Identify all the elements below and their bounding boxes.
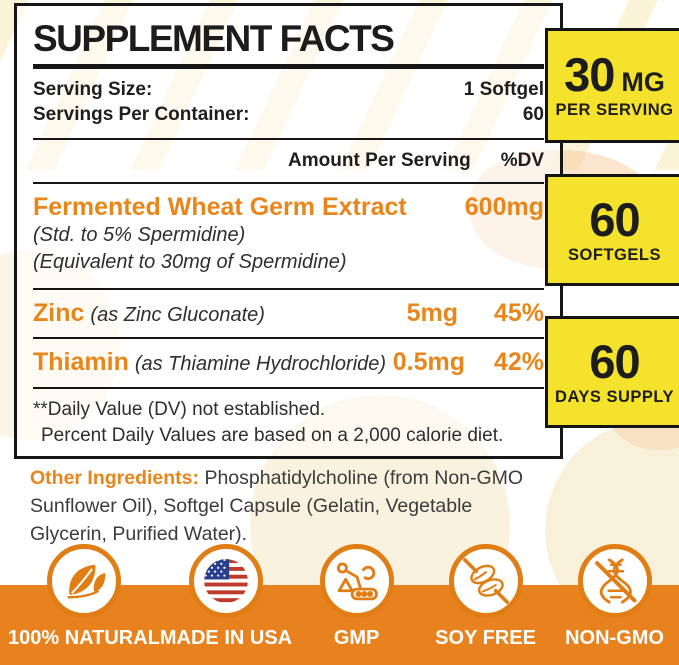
badge-label: SOFTGELS: [568, 245, 661, 264]
usa-flag-icon: [188, 544, 263, 618]
feature-label: GMP: [333, 627, 380, 649]
feature-label: MADE IN USA: [159, 627, 293, 649]
badge-value-row: 60: [589, 192, 640, 246]
amount-per-serving-header: Amount Per Serving: [288, 150, 471, 171]
badge-label: DAYS SUPPLY: [555, 387, 674, 406]
feature-natural: 100% NATURAL: [8, 544, 160, 650]
main-ingredient-name: Fermented Wheat Germ Extract: [33, 193, 407, 221]
panel-title: SUPPLEMENT FACTS: [33, 18, 395, 59]
footnote: **Daily Value (DV) not established. Perc…: [33, 397, 544, 449]
other-ingredients: Other Ingredients: Phosphatidylcholine (…: [30, 464, 542, 548]
thiamin-name: Thiamin: [33, 348, 129, 376]
feature-label: NON-GMO: [565, 627, 664, 649]
supplement-facts-panel: SUPPLEMENT FACTS Serving Size: 1 Softgel…: [14, 3, 563, 459]
non-gmo-icon: [577, 544, 652, 618]
main-ingredient-amount: 600mg: [464, 193, 544, 221]
feature-row: 100% NATURAL: [8, 544, 679, 650]
feature-gmp: GMP: [292, 544, 421, 650]
thiamin-row: Thiamin (as Thiamine Hydrochloride) 0.5mg…: [33, 346, 544, 382]
divider: [33, 387, 544, 389]
badge-unit: MG: [621, 67, 665, 97]
column-header-row: Amount Per Serving %DV: [33, 149, 544, 173]
thiamin-dv: 42%: [493, 348, 544, 376]
thiamin-detail: (as Thiamine Hydrochloride): [134, 353, 387, 375]
badge-value: 30: [564, 48, 615, 101]
other-ingredients-text: Phosphatidylcholine (from Non-GMO Sunflo…: [30, 467, 524, 545]
servings-per-container-label: Servings Per Container:: [33, 104, 250, 125]
footnote-line1: **Daily Value (DV) not established.: [33, 399, 326, 420]
thiamin-name-cell: Thiamin (as Thiamine Hydrochloride): [33, 346, 386, 382]
feature-label: SOY FREE: [435, 627, 536, 649]
servings-per-container-row: Servings Per Container: 60: [33, 102, 544, 127]
badge-value-row: 30 MG: [564, 51, 665, 99]
zinc-amount: 5mg: [406, 299, 458, 327]
footnote-line2: Percent Daily Values are based on a 2,00…: [41, 425, 504, 446]
badge-label: PER SERVING: [555, 101, 674, 119]
feature-soy-free: SOY FREE: [421, 544, 550, 650]
zinc-name: Zinc: [33, 299, 85, 327]
divider: [33, 182, 544, 184]
divider: [33, 288, 544, 290]
badge-per-serving: 30 MG PER SERVING: [545, 28, 679, 143]
badge-value-row: 60: [589, 334, 640, 388]
zinc-row: Zinc (as Zinc Gluconate) 5mg 45%: [33, 297, 544, 333]
soy-free-icon: [448, 544, 523, 618]
divider: [33, 138, 544, 140]
main-ingredient-note: (Std. to 5% Spermidine): [33, 224, 246, 246]
feature-label: 100% NATURAL: [8, 627, 160, 649]
gmp-machine-icon: [319, 544, 394, 618]
serving-size-row: Serving Size: 1 Softgel: [33, 77, 544, 102]
zinc-dv: 45%: [493, 299, 544, 327]
main-ingredient-note: (Equivalent to 30mg of Spermidine): [33, 251, 347, 273]
other-ingredients-label: Other Ingredients:: [30, 467, 200, 489]
main-ingredient-row: Fermented Wheat Germ Extract 600mg: [33, 192, 544, 222]
feature-non-gmo: NON-GMO: [550, 544, 679, 650]
zinc-detail: (as Zinc Gluconate): [90, 304, 265, 326]
zinc-name-cell: Zinc (as Zinc Gluconate): [33, 297, 372, 333]
divider: [33, 64, 544, 69]
badge-value: 60: [589, 334, 640, 388]
feature-made-in-usa: MADE IN USA: [160, 544, 292, 650]
divider: [33, 337, 544, 339]
serving-size-label: Serving Size:: [33, 79, 153, 100]
servings-per-container-value: 60: [522, 104, 544, 125]
badge-value: 60: [589, 192, 640, 246]
dv-header: %DV: [500, 150, 544, 171]
badge-softgels: 60 SOFTGELS: [545, 174, 679, 286]
badge-days-supply: 60 DAYS SUPPLY: [545, 316, 679, 428]
leaf-icon: [46, 544, 121, 618]
thiamin-amount: 0.5mg: [392, 348, 466, 376]
serving-size-value: 1 Softgel: [463, 79, 544, 100]
